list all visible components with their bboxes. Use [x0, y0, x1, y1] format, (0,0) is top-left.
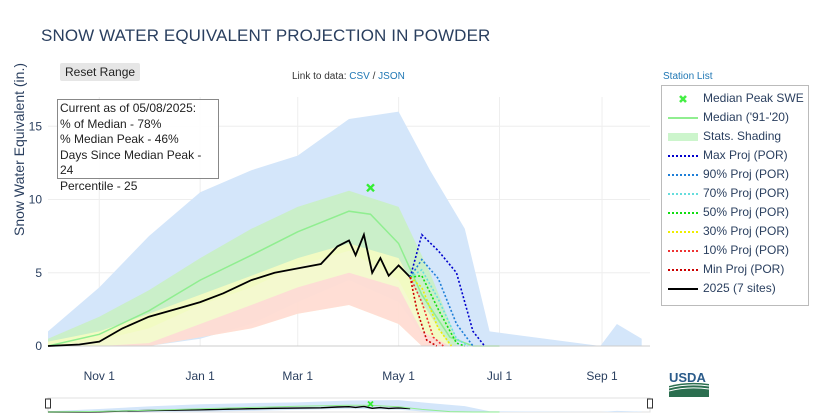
legend: Median Peak SWE Median ('91-'20) Stats. Sh…	[661, 85, 809, 306]
legend-label: 2025 (7 sites)	[703, 281, 776, 295]
legend-label: 30% Proj (POR)	[703, 224, 790, 238]
reset-range-button[interactable]: Reset Range	[60, 63, 141, 81]
range-handle-right[interactable]	[647, 398, 653, 409]
legend-item-70-proj-por[interactable]: 70% Proj (POR)	[662, 184, 808, 203]
json-link[interactable]: JSON	[378, 71, 405, 82]
legend-swatch	[668, 212, 698, 214]
link-prefix: Link to data:	[292, 71, 347, 82]
series-50-proj-por-	[410, 274, 466, 347]
legend-item-10-proj-por[interactable]: 10% Proj (POR)	[662, 241, 808, 260]
x-tick-label: Sep 1	[586, 369, 618, 383]
link-separator: /	[372, 71, 376, 82]
legend-swatch	[668, 117, 698, 119]
legend-label: Median Peak SWE	[703, 91, 804, 105]
legend-label: Min Proj (POR)	[703, 262, 785, 276]
legend-item-50-proj-por[interactable]: 50% Proj (POR)	[662, 203, 808, 222]
series-2025-7-sites-	[47, 231, 411, 347]
stats-band-inner	[48, 243, 450, 346]
series-min-proj-por-	[409, 277, 438, 347]
legend-item-stats-shading[interactable]: Stats. Shading	[662, 127, 808, 146]
usda-logo: USDA	[668, 370, 710, 397]
series-70-proj-por-	[409, 268, 469, 347]
legend-swatch	[679, 95, 687, 103]
legend-item-2025-7-sites[interactable]: 2025 (7 sites)	[662, 279, 808, 298]
legend-swatch	[668, 269, 698, 271]
info-line-days-since-peak: Days Since Median Peak - 24	[60, 147, 202, 178]
median-peak-marker	[366, 183, 375, 193]
legend-swatch	[668, 288, 698, 290]
range-slider-peak-marker	[367, 400, 374, 408]
series-max-proj-por-	[409, 233, 486, 347]
usda-logo-text: USDA	[669, 370, 706, 385]
median-line	[47, 210, 500, 347]
range-handle-left[interactable]	[45, 398, 51, 409]
y-tick-label: 0	[35, 339, 42, 353]
legend-swatch	[668, 193, 698, 195]
legend-item-30-proj-por[interactable]: 30% Proj (POR)	[662, 222, 808, 241]
x-tick-label: Jul 1	[487, 369, 513, 383]
stats-band-low	[48, 272, 450, 346]
legend-label: 50% Proj (POR)	[703, 205, 790, 219]
info-line-percentile: Percentile - 25	[60, 178, 138, 193]
series-10-proj-por-	[409, 276, 444, 347]
y-tick-label: 10	[29, 193, 43, 207]
legend-swatch	[668, 133, 698, 141]
x-tick-label: May 1	[382, 369, 415, 383]
legend-label: 10% Proj (POR)	[703, 243, 790, 257]
legend-item-median-91-20[interactable]: Median ('91-'20)	[662, 108, 808, 127]
y-tick-label: 5	[35, 266, 42, 280]
legend-label: 90% Proj (POR)	[703, 167, 790, 181]
y-tick-label: 15	[29, 119, 43, 133]
legend-label: Stats. Shading	[703, 129, 782, 143]
legend-swatch	[668, 250, 698, 252]
series-30-proj-por-	[409, 276, 453, 347]
legend-item-90-proj-por[interactable]: 90% Proj (POR)	[662, 165, 808, 184]
info-box: Current as of 05/08/2025: % of Median - …	[57, 99, 219, 193]
data-links: Link to data: CSV / JSON	[292, 71, 405, 82]
legend-label: Median ('91-'20)	[703, 110, 789, 124]
csv-link[interactable]: CSV	[349, 71, 370, 82]
legend-swatch	[668, 155, 698, 157]
info-line-pct-median-peak: % Median Peak - 46%	[60, 132, 179, 146]
station-list-link[interactable]: Station List	[663, 71, 713, 82]
legend-swatch	[668, 231, 698, 233]
legend-swatch	[668, 174, 698, 176]
legend-item-min-proj-por[interactable]: Min Proj (POR)	[662, 260, 808, 279]
legend-item-median-peak-swe[interactable]: Median Peak SWE	[662, 89, 808, 108]
legend-item-max-proj-por[interactable]: Max Proj (POR)	[662, 146, 808, 165]
x-tick-label: Jan 1	[185, 369, 215, 383]
legend-label: Max Proj (POR)	[703, 148, 788, 162]
x-tick-label: Nov 1	[84, 369, 116, 383]
legend-label: 70% Proj (POR)	[703, 186, 790, 200]
stats-band-mid	[48, 190, 457, 346]
chart-title: SNOW WATER EQUIVALENT PROJECTION IN POWD…	[41, 26, 491, 45]
info-line-date: Current as of 05/08/2025:	[60, 101, 197, 115]
range-slider-median	[47, 404, 500, 413]
series-90-proj-por-	[409, 258, 474, 347]
info-line-pct-median: % of Median - 78%	[60, 116, 162, 131]
x-tick-label: Mar 1	[282, 369, 313, 383]
